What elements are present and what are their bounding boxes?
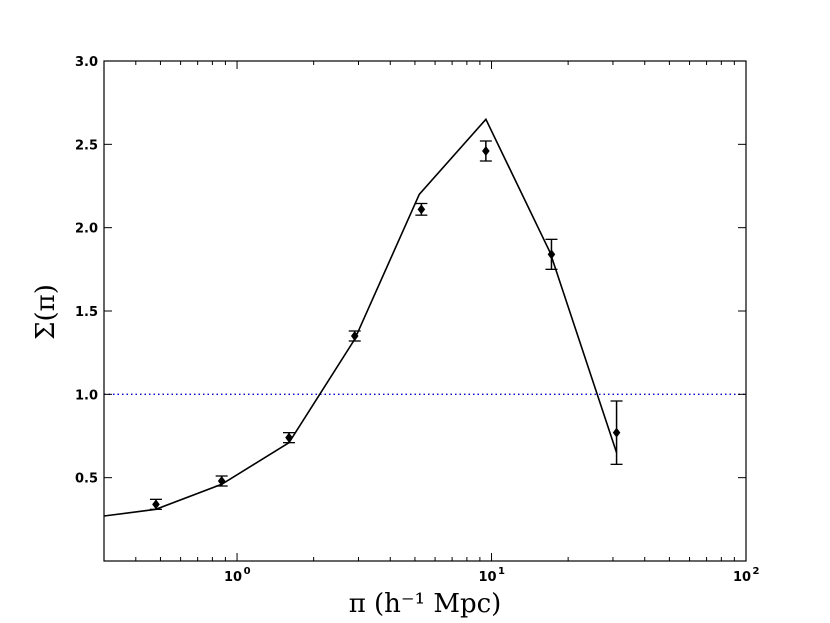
data-point-7 bbox=[610, 400, 623, 465]
x-tick-label: 10 bbox=[478, 570, 496, 585]
data-point-6 bbox=[545, 238, 558, 270]
data-marker bbox=[217, 476, 226, 486]
data-point-4 bbox=[415, 202, 428, 216]
data-marker bbox=[547, 249, 556, 260]
data-marker bbox=[350, 331, 359, 341]
y-tick-label: 3.0 bbox=[75, 55, 98, 70]
x-tick-exponent: 2 bbox=[753, 566, 760, 577]
data-point-3 bbox=[348, 330, 361, 342]
data-marker bbox=[612, 427, 621, 438]
y-tick-label: 2.0 bbox=[75, 222, 98, 237]
x-axis-label: π (h⁻¹ Mpc) bbox=[349, 589, 502, 619]
data-marker bbox=[417, 204, 426, 215]
y-axis-label: Σ(π) bbox=[31, 284, 61, 340]
data-point-0 bbox=[149, 498, 162, 510]
series-group bbox=[104, 117, 746, 517]
data-point-1 bbox=[215, 475, 228, 487]
x-tick-label: 10 bbox=[224, 570, 242, 585]
model-line bbox=[104, 117, 618, 517]
data-marker bbox=[285, 432, 293, 443]
data-marker bbox=[482, 146, 490, 156]
data-marker bbox=[152, 499, 160, 510]
x-tick-exponent: 1 bbox=[498, 566, 505, 577]
axes: 0.51.01.52.02.53.010 0 10 1 10 2 bbox=[75, 55, 760, 585]
plot-area bbox=[104, 117, 746, 517]
y-tick-label: 1.5 bbox=[75, 305, 98, 320]
data-point-2 bbox=[283, 432, 296, 444]
plot-frame bbox=[103, 60, 747, 562]
x-tick-exponent: 0 bbox=[244, 566, 251, 577]
data-point-5 bbox=[479, 140, 492, 162]
y-tick-label: 0.5 bbox=[75, 472, 98, 487]
y-tick-label: 1.0 bbox=[75, 388, 98, 403]
x-tick-label: 10 bbox=[733, 570, 751, 585]
y-tick-label: 2.5 bbox=[75, 138, 98, 153]
